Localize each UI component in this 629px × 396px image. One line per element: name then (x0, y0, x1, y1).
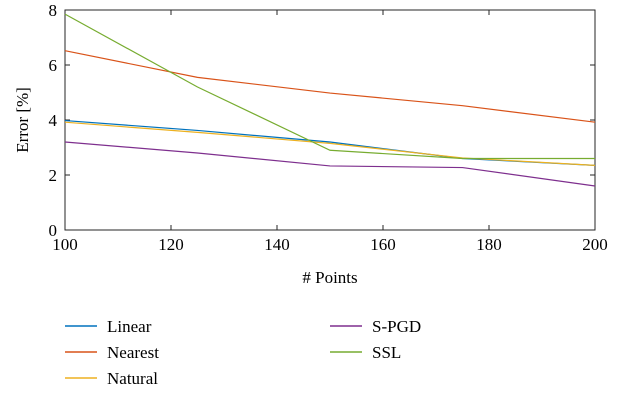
legend: Linear Nearest Natural S-PGD SSL (65, 317, 421, 388)
series-line-natural (64, 121, 596, 166)
y-tick-label: 2 (49, 166, 58, 185)
x-tick-label: 160 (370, 235, 396, 254)
legend-label-nearest: Nearest (107, 343, 159, 362)
series-line-nearest (64, 50, 596, 123)
series-lines (64, 13, 596, 187)
x-tick-label: 200 (582, 235, 608, 254)
series-line-s-pgd (64, 141, 596, 187)
x-axis-title: # Points (302, 268, 357, 287)
plot-frame (64, 9, 596, 231)
x-tick-label: 140 (264, 235, 290, 254)
legend-label-linear: Linear (107, 317, 152, 336)
axis-ticks: 100 120 140 160 180 200 0 2 4 6 8 (49, 1, 608, 254)
x-tick-label: 180 (476, 235, 502, 254)
y-axis-title: Error [%] (13, 87, 32, 153)
y-tick-label: 6 (49, 56, 58, 75)
x-tick-label: 100 (52, 235, 78, 254)
legend-label-natural: Natural (107, 369, 158, 388)
y-tick-label: 0 (49, 221, 58, 240)
y-tick-label: 4 (49, 111, 58, 130)
series-line-ssl (64, 13, 595, 160)
legend-label-s-pgd: S-PGD (372, 317, 421, 336)
x-tick-label: 120 (158, 235, 184, 254)
y-tick-label: 8 (49, 1, 58, 20)
legend-label-ssl: SSL (372, 343, 401, 362)
